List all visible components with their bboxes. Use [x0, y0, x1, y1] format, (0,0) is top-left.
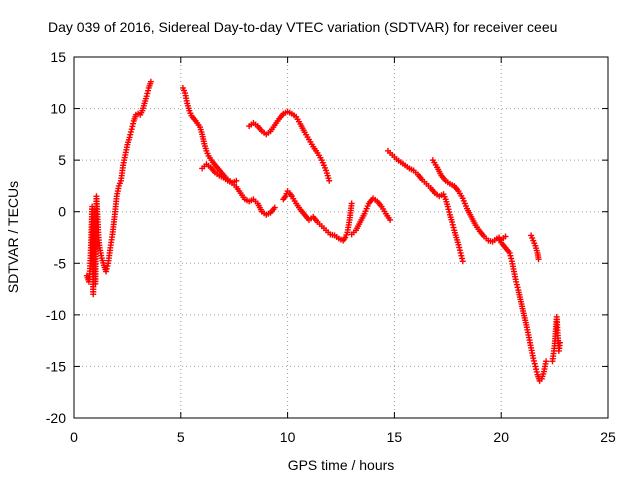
data-point: [445, 206, 452, 213]
y-tick-label: 0: [58, 204, 66, 220]
data-point: [444, 203, 451, 210]
x-tick-label: 25: [600, 429, 616, 445]
y-tick-label: -5: [54, 255, 67, 271]
data-point: [533, 366, 540, 373]
data-point: [103, 265, 110, 272]
data-point: [326, 177, 333, 184]
data-point: [532, 363, 539, 370]
data-point: [556, 339, 563, 346]
data-points: [83, 78, 563, 384]
data-point: [530, 355, 537, 362]
data-point: [507, 252, 514, 259]
data-point: [458, 252, 465, 259]
x-tick-label: 20: [493, 429, 509, 445]
data-point: [143, 93, 150, 100]
data-point: [449, 219, 456, 226]
y-tick-label: 5: [58, 152, 66, 168]
data-point: [450, 224, 457, 231]
data-point: [533, 368, 540, 375]
axis-ticks: 0 5 10 15 20 25 -20 -15 -10 -5 0 5 10 15: [46, 49, 616, 445]
data-point: [459, 258, 466, 265]
x-tick-label: 5: [177, 429, 185, 445]
x-tick-label: 10: [280, 429, 296, 445]
y-tick-label: -20: [46, 410, 66, 426]
data-point: [449, 221, 456, 228]
y-tick-label: 15: [50, 49, 66, 65]
x-tick-label: 0: [70, 429, 78, 445]
chart-title: Day 039 of 2016, Sidereal Day-to-day VTE…: [48, 19, 557, 35]
data-point: [513, 281, 520, 288]
data-point: [127, 128, 134, 135]
data-point: [103, 268, 110, 275]
y-tick-label: -10: [46, 307, 66, 323]
data-point: [271, 204, 278, 211]
data-point: [456, 247, 463, 254]
data-point: [387, 216, 394, 223]
data-point: [530, 357, 537, 364]
data-point: [513, 278, 520, 285]
grid: [74, 57, 608, 418]
data-point: [456, 244, 463, 251]
data-point: [129, 123, 136, 130]
data-point: [459, 255, 466, 262]
data-point: [144, 90, 151, 97]
data-point: [446, 209, 453, 216]
data-point: [543, 358, 550, 365]
x-tick-label: 15: [387, 429, 403, 445]
data-point: [145, 87, 152, 94]
data-point: [514, 284, 521, 291]
data-point: [531, 360, 538, 367]
data-point: [502, 233, 509, 240]
data-point: [130, 120, 137, 127]
data-point: [348, 200, 355, 207]
data-point: [126, 134, 133, 141]
data-point: [457, 249, 464, 256]
data-point: [127, 131, 134, 138]
data-point: [104, 263, 111, 270]
plot-frame: [73, 56, 609, 419]
data-point: [535, 256, 542, 263]
x-axis-label: GPS time / hours: [288, 457, 395, 473]
data-point: [506, 249, 513, 256]
data-point: [508, 255, 515, 262]
y-axis-label: SDTVAR / TECUs: [5, 181, 21, 293]
data-point: [128, 126, 135, 133]
data-point: [455, 241, 462, 248]
data-point: [147, 78, 154, 85]
data-point: [233, 177, 240, 184]
y-tick-label: 10: [50, 101, 66, 117]
y-tick-label: -15: [46, 358, 66, 374]
